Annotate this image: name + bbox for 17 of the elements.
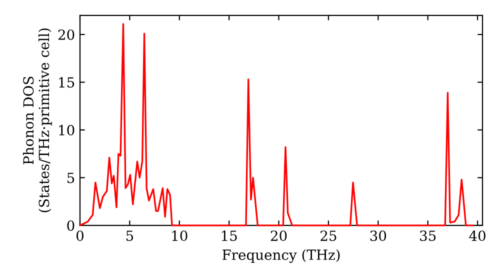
y-tick-label: 10: [59, 124, 74, 136]
x-tick-label: 35: [420, 230, 436, 242]
x-tick-label: 30: [370, 230, 386, 242]
x-axis-title: Frequency (THz): [222, 249, 340, 263]
x-tick-label: 5: [126, 230, 134, 242]
x-tick-label: 10: [172, 230, 188, 242]
y-axis-title: Phonon DOS (States/THz·primitive cell): [22, 28, 52, 212]
x-tick-label: 40: [469, 230, 486, 242]
x-tick-label: 0: [76, 230, 84, 242]
y-tick-label: 20: [58, 29, 74, 40]
line-series: [79, 23, 474, 226]
x-tick-label: 15: [222, 230, 237, 242]
y-tick-label: 0: [67, 220, 74, 231]
y-tick-label: 15: [59, 77, 74, 88]
x-tick-label: 20: [270, 230, 287, 242]
x-tick-label: 25: [320, 230, 336, 242]
y-tick-label: 5: [67, 172, 74, 184]
